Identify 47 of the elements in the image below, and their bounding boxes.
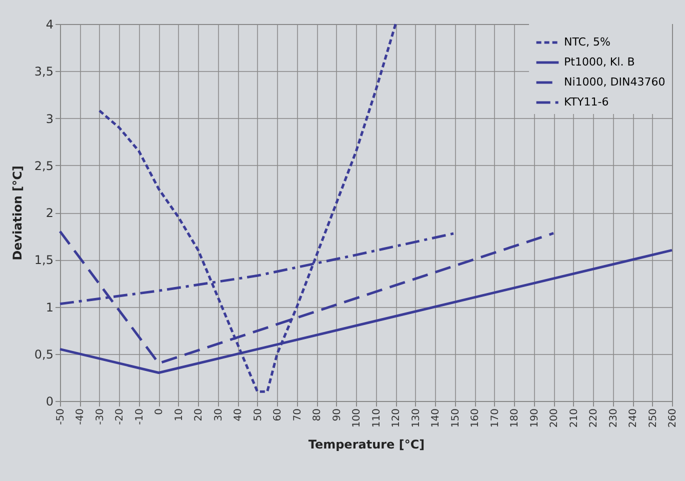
y-tick-label: 3 xyxy=(46,112,54,126)
x-axis-title: Temperature [°C] xyxy=(308,438,425,452)
x-tick-label: 90 xyxy=(332,408,343,422)
x-tick-label: -50 xyxy=(56,408,66,425)
x-tick-label: 110 xyxy=(371,408,382,428)
legend-label: Pt1000, Kl. B xyxy=(564,56,635,68)
x-tick-label: 130 xyxy=(410,408,422,428)
x-tick-label: 230 xyxy=(608,408,620,428)
x-tick-label: 260 xyxy=(668,408,678,428)
x-tick-label: 210 xyxy=(568,408,580,428)
y-tick-label: 2 xyxy=(46,206,54,220)
x-tick-label: 70 xyxy=(292,408,304,422)
y-axis-title: Deviation [°C] xyxy=(10,166,24,260)
legend-label: Ni1000, DIN43760 xyxy=(564,76,666,88)
x-tick-label: 40 xyxy=(233,408,244,422)
x-tick-label: -40 xyxy=(75,408,86,425)
x-tick-label: 20 xyxy=(194,408,205,422)
x-tick-label: 100 xyxy=(352,408,363,428)
x-tick-label: 80 xyxy=(312,408,324,422)
x-tick-label: 10 xyxy=(174,408,185,422)
x-tick-label: 0 xyxy=(154,408,166,415)
x-tick-label: 220 xyxy=(588,408,600,428)
x-tick-label: -20 xyxy=(114,408,126,425)
y-tick-label: 0 xyxy=(46,394,54,408)
legend-label: NTC, 5% xyxy=(564,36,610,48)
y-tick-label: 1 xyxy=(46,300,54,314)
y-tick-label: 2,5 xyxy=(34,158,54,173)
y-tick-label: 1,5 xyxy=(34,253,54,268)
x-tick-label: 150 xyxy=(450,408,462,428)
y-tick-label: 3,5 xyxy=(34,64,54,79)
x-tick-label: 200 xyxy=(549,408,560,428)
x-tick-label: 60 xyxy=(272,408,284,422)
x-tick-label: 160 xyxy=(470,408,482,428)
x-tick-label: 120 xyxy=(391,408,402,428)
x-tick-label: 190 xyxy=(529,408,540,428)
x-tick-label: 240 xyxy=(628,408,640,428)
y-tick-label: 4 xyxy=(46,18,54,32)
x-tick-label: 250 xyxy=(648,408,659,428)
x-tick-label: -30 xyxy=(94,408,106,425)
legend-label: KTY11-6 xyxy=(564,96,609,108)
x-tick-label: 30 xyxy=(213,408,224,422)
x-tick-label: 140 xyxy=(430,408,442,428)
x-tick-label: -10 xyxy=(134,408,146,425)
x-tick-label: 50 xyxy=(252,408,264,422)
y-tick-label: 0,5 xyxy=(34,347,54,362)
x-tick-label: 170 xyxy=(490,408,501,428)
x-tick-label: 180 xyxy=(510,408,521,428)
